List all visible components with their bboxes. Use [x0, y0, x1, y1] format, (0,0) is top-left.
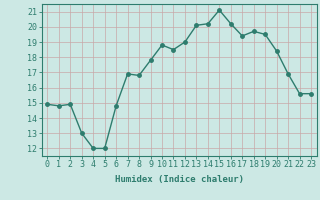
X-axis label: Humidex (Indice chaleur): Humidex (Indice chaleur)	[115, 175, 244, 184]
